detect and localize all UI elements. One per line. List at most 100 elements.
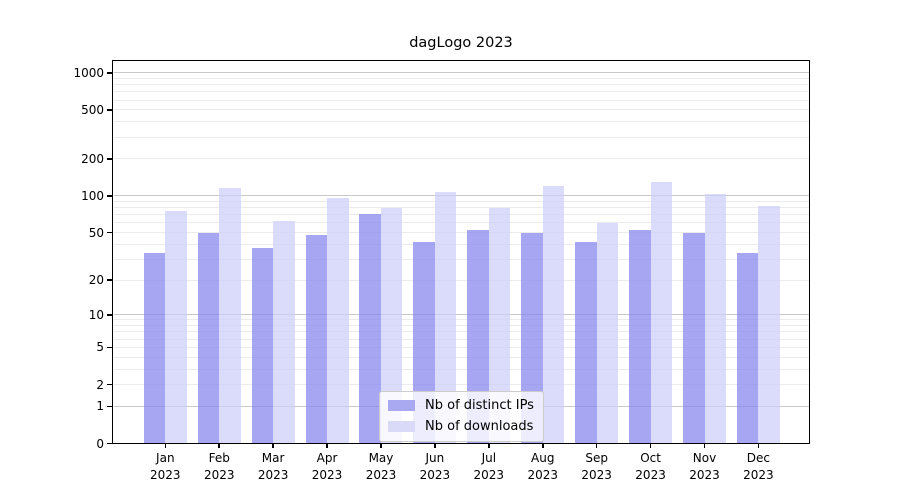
x-tick-mark xyxy=(326,443,328,448)
x-tick-mark xyxy=(488,443,490,448)
x-tick-mark xyxy=(434,443,436,448)
bar-downloads xyxy=(596,222,619,444)
y-tick-mark xyxy=(107,158,112,160)
y-tick-label: 100 xyxy=(81,188,104,203)
x-tick-mark xyxy=(595,443,598,448)
bar-distinct-ips xyxy=(197,232,220,444)
x-tick-mark xyxy=(541,443,544,448)
bar-distinct-ips xyxy=(143,252,166,444)
x-tick-mark xyxy=(649,443,652,448)
y-tick-label: 2 xyxy=(96,377,104,392)
minor-gridline xyxy=(114,331,809,333)
minor-gridline xyxy=(114,99,809,101)
y-tick-mark xyxy=(107,405,112,408)
y-tick-mark xyxy=(107,279,112,281)
bar-downloads xyxy=(327,198,349,444)
bar-downloads xyxy=(704,193,726,444)
minor-gridline xyxy=(114,338,809,340)
legend-label-downloads: Nb of downloads xyxy=(425,419,534,434)
y-tick-label: 20 xyxy=(88,273,104,288)
bar-downloads xyxy=(380,207,403,444)
y-tick-label: 1 xyxy=(96,399,104,414)
x-tick-mark xyxy=(272,443,274,448)
x-tick-label: Nov 2023 xyxy=(689,451,720,482)
minor-gridline xyxy=(114,214,809,216)
x-tick-label: May 2023 xyxy=(365,451,397,482)
y-tick-mark xyxy=(107,346,112,349)
bar-distinct-ips xyxy=(305,234,328,444)
minor-gridline xyxy=(114,346,809,348)
legend-swatch-distinct-ips xyxy=(388,400,415,411)
minor-gridline xyxy=(114,77,809,79)
minor-gridline xyxy=(114,356,809,358)
x-tick-label: Jul 2023 xyxy=(473,451,505,482)
bar-downloads xyxy=(219,187,241,444)
minor-gridline xyxy=(114,84,809,86)
y-tick-mark xyxy=(107,109,112,111)
y-tick-mark xyxy=(107,314,112,316)
bar-distinct-ips xyxy=(521,232,543,444)
bar-distinct-ips xyxy=(251,248,274,444)
minor-gridline xyxy=(114,91,809,93)
minor-gridline xyxy=(114,222,809,224)
major-gridline xyxy=(114,314,809,316)
major-gridline xyxy=(114,72,809,74)
bar-distinct-ips xyxy=(736,252,759,444)
bar-downloads xyxy=(434,192,457,444)
chart-title: dagLogo 2023 xyxy=(409,35,513,51)
bar-downloads xyxy=(758,205,780,444)
minor-gridline xyxy=(114,232,809,234)
minor-gridline xyxy=(114,258,809,260)
minor-gridline xyxy=(114,384,809,386)
x-tick-mark xyxy=(380,443,382,448)
y-tick-label: 10 xyxy=(88,307,104,322)
minor-gridline xyxy=(114,109,809,111)
x-tick-label: Jan 2023 xyxy=(150,451,181,482)
bar-distinct-ips xyxy=(683,232,705,444)
bar-downloads xyxy=(488,207,511,444)
y-tick-mark xyxy=(107,195,112,197)
y-tick-mark xyxy=(107,71,112,74)
minor-gridline xyxy=(114,319,809,321)
x-tick-label: Mar 2023 xyxy=(257,451,289,482)
x-tick-mark xyxy=(164,443,167,448)
bar-distinct-ips xyxy=(629,230,651,444)
x-tick-mark xyxy=(703,443,706,448)
x-tick-mark xyxy=(757,443,760,448)
bar-distinct-ips xyxy=(575,241,597,444)
minor-gridline xyxy=(114,279,809,281)
y-tick-label: 5 xyxy=(96,340,104,355)
x-tick-label: Aug 2023 xyxy=(527,451,558,482)
x-tick-mark xyxy=(218,443,220,448)
minor-gridline xyxy=(114,207,809,209)
y-tick-mark xyxy=(107,442,112,445)
y-tick-label: 1000 xyxy=(73,65,104,80)
x-tick-label: Oct 2023 xyxy=(635,451,666,482)
major-gridline xyxy=(114,195,809,197)
bar-distinct-ips xyxy=(467,230,489,444)
legend-label-distinct-ips: Nb of distinct IPs xyxy=(425,398,534,413)
minor-gridline xyxy=(114,200,809,202)
bar-downloads xyxy=(542,185,565,444)
minor-gridline xyxy=(114,325,809,327)
legend-item-distinct-ips: Nb of distinct IPs xyxy=(388,398,534,413)
bar-downloads xyxy=(650,182,673,444)
bar-distinct-ips xyxy=(359,214,381,444)
legend: Nb of distinct IPs Nb of downloads xyxy=(379,391,544,442)
legend-item-downloads: Nb of downloads xyxy=(388,419,534,434)
y-tick-label: 500 xyxy=(81,102,104,117)
y-tick-label: 50 xyxy=(88,225,104,240)
minor-gridline xyxy=(114,368,809,370)
y-tick-label: 0 xyxy=(96,436,104,451)
y-tick-mark xyxy=(107,383,112,386)
x-tick-label: Apr 2023 xyxy=(311,451,343,482)
x-tick-label: Jun 2023 xyxy=(419,451,451,482)
x-tick-label: Sep 2023 xyxy=(581,451,612,482)
y-tick-mark xyxy=(107,231,112,234)
minor-gridline xyxy=(114,121,809,123)
y-tick-label: 200 xyxy=(81,151,104,166)
legend-swatch-downloads xyxy=(388,421,415,432)
minor-gridline xyxy=(114,158,809,160)
minor-gridline xyxy=(114,243,809,245)
